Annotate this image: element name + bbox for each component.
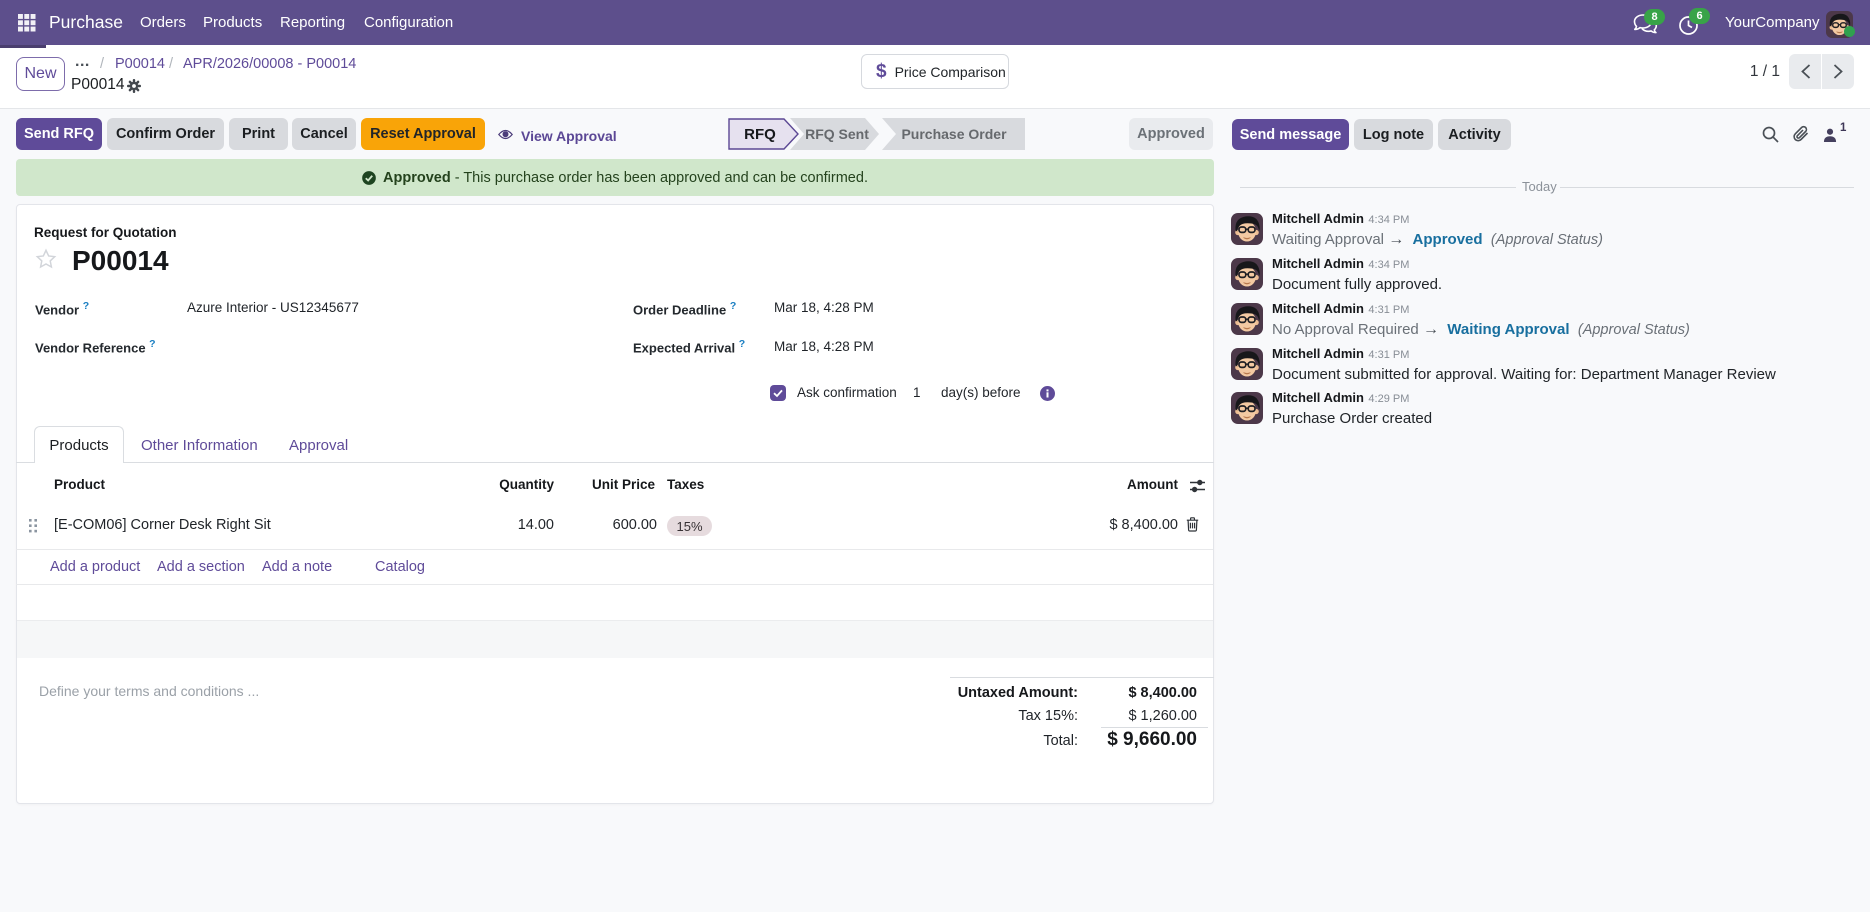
svg-text:RFQ: RFQ xyxy=(744,126,776,143)
svg-text:RFQ Sent: RFQ Sent xyxy=(805,126,869,142)
svg-text:Purchase Order: Purchase Order xyxy=(901,126,1007,142)
